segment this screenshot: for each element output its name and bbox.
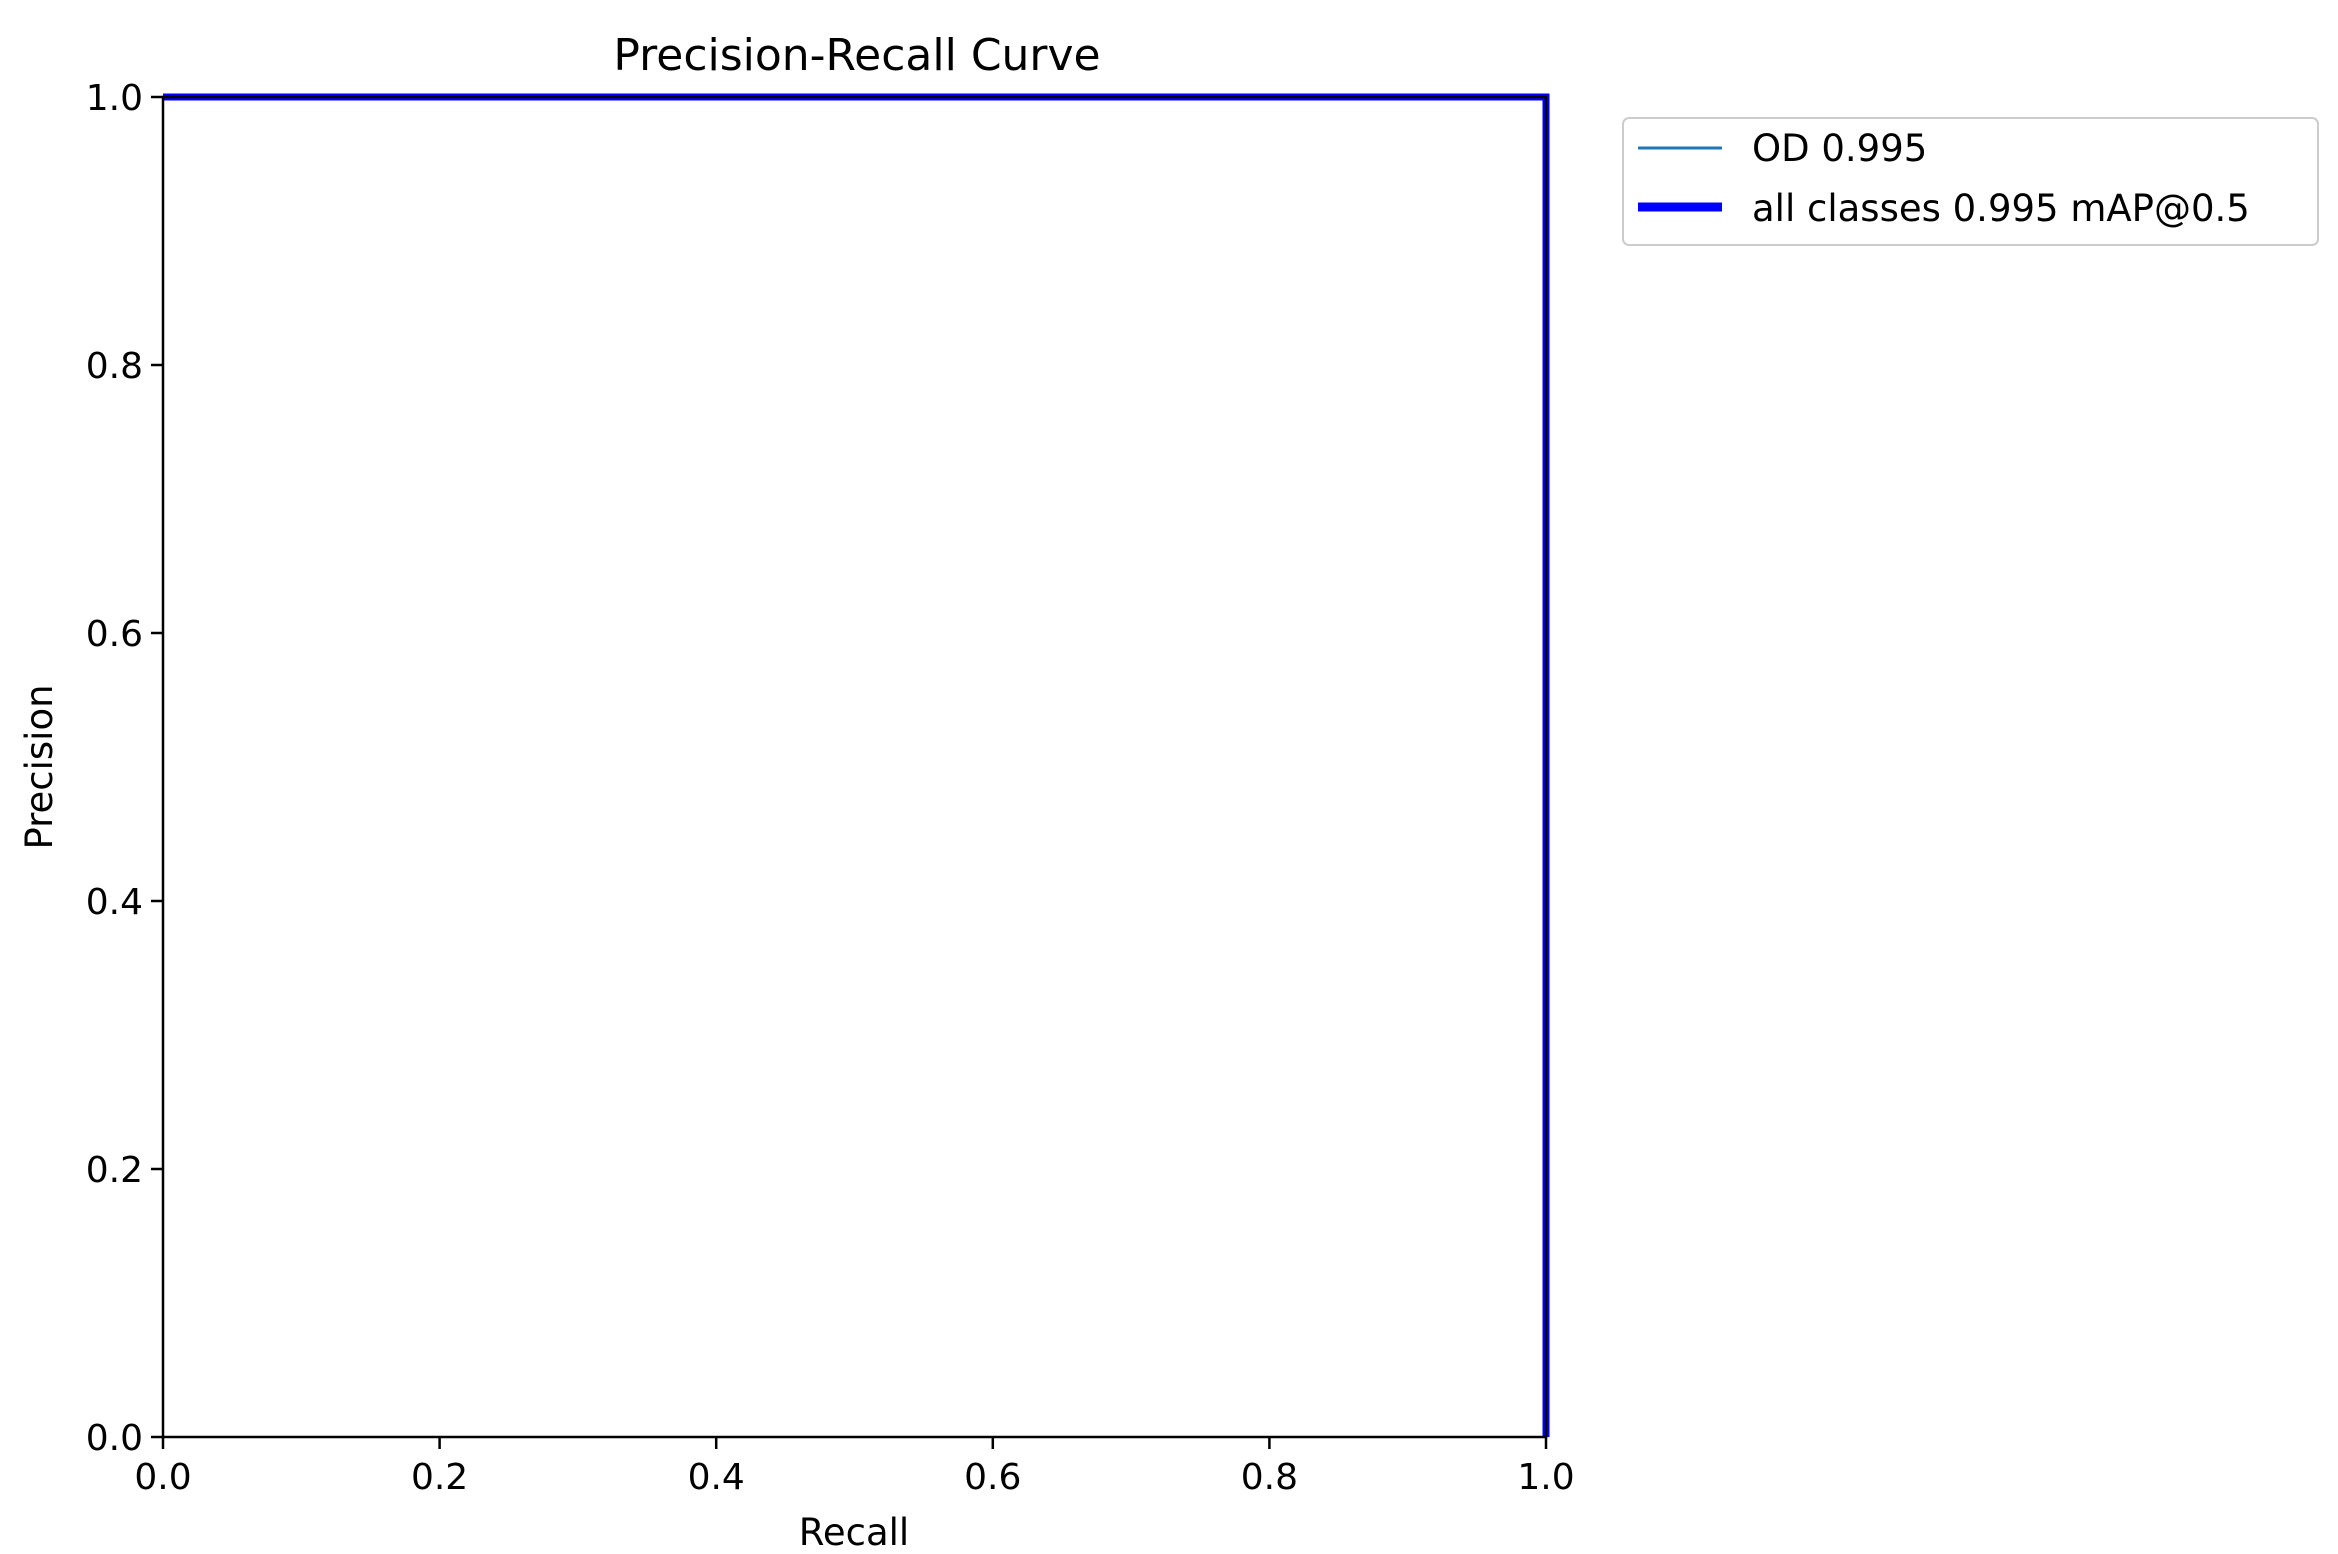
y-axis-ticks: 0.0 0.2 0.4 0.6 0.8 1.0 [86,78,163,1459]
legend-label-od: OD 0.995 [1752,127,1927,170]
legend-box [1622,117,2319,246]
y-tick-label: 0.4 [86,882,143,923]
plot-area-frame [161,95,1548,1439]
y-tick-label: 0.6 [86,614,143,655]
x-tick-label: 0.2 [411,1457,468,1498]
x-tick-label: 0.8 [1241,1457,1298,1498]
x-tick-label: 0.0 [134,1457,191,1498]
y-axis-label: Precision [18,684,61,849]
y-tick-label: 0.2 [86,1150,143,1191]
x-axis-ticks: 0.0 0.2 0.4 0.6 0.8 1.0 [134,1437,1575,1498]
y-tick-label: 0.8 [86,346,143,387]
x-axis-label: Recall [799,1511,909,1554]
y-tick-label: 0.0 [86,1418,143,1459]
x-tick-label: 0.4 [688,1457,745,1498]
chart-title: Precision-Recall Curve [613,30,1100,81]
legend-label-all-classes: all classes 0.995 mAP@0.5 [1752,187,2250,230]
x-tick-label: 1.0 [1517,1457,1574,1498]
legend: OD 0.995 all classes 0.995 mAP@0.5 [1622,117,2319,246]
x-tick-label: 0.6 [964,1457,1021,1498]
y-tick-label: 1.0 [86,78,143,119]
